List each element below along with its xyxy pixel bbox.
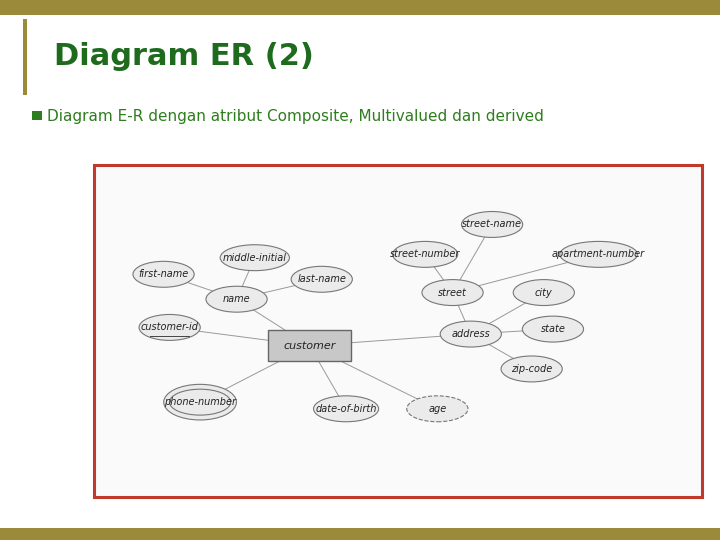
Ellipse shape: [139, 314, 200, 340]
Ellipse shape: [313, 396, 379, 422]
Ellipse shape: [220, 245, 289, 271]
Ellipse shape: [462, 212, 523, 238]
Bar: [23, 19, 27, 94]
Ellipse shape: [422, 280, 483, 306]
Text: date-of-birth: date-of-birth: [315, 404, 377, 414]
Text: last-name: last-name: [297, 274, 346, 284]
Ellipse shape: [522, 316, 583, 342]
Ellipse shape: [206, 286, 267, 312]
Text: street-name: street-name: [462, 219, 522, 230]
Ellipse shape: [440, 321, 501, 347]
Ellipse shape: [513, 280, 575, 306]
Ellipse shape: [291, 266, 352, 292]
Text: customer: customer: [284, 341, 336, 350]
Ellipse shape: [407, 396, 468, 422]
Text: middle-initial: middle-initial: [222, 253, 287, 262]
Text: apartment-number: apartment-number: [552, 249, 645, 259]
Text: phone-number: phone-number: [164, 397, 236, 407]
Ellipse shape: [133, 261, 194, 287]
Text: name: name: [222, 294, 251, 304]
Text: Diagram E-R dengan atribut Composite, Multivalued dan derived: Diagram E-R dengan atribut Composite, Mu…: [47, 109, 544, 124]
Text: state: state: [541, 324, 565, 334]
Text: age: age: [428, 404, 446, 414]
Text: first-name: first-name: [138, 269, 189, 279]
Text: zip-code: zip-code: [511, 364, 552, 374]
Text: customer-id: customer-id: [140, 322, 199, 333]
Text: address: address: [451, 329, 490, 339]
Text: street-number: street-number: [390, 249, 460, 259]
Text: street: street: [438, 288, 467, 298]
FancyBboxPatch shape: [268, 330, 351, 361]
Bar: [32, 111, 42, 120]
Bar: [0, 528, 720, 540]
Ellipse shape: [559, 241, 637, 267]
Bar: [0, 0, 720, 15]
Bar: [94, 165, 702, 497]
Ellipse shape: [501, 356, 562, 382]
Ellipse shape: [392, 241, 458, 267]
Text: city: city: [535, 288, 553, 298]
Text: Diagram ER (2): Diagram ER (2): [54, 42, 314, 71]
Ellipse shape: [169, 389, 230, 415]
Ellipse shape: [163, 384, 236, 420]
